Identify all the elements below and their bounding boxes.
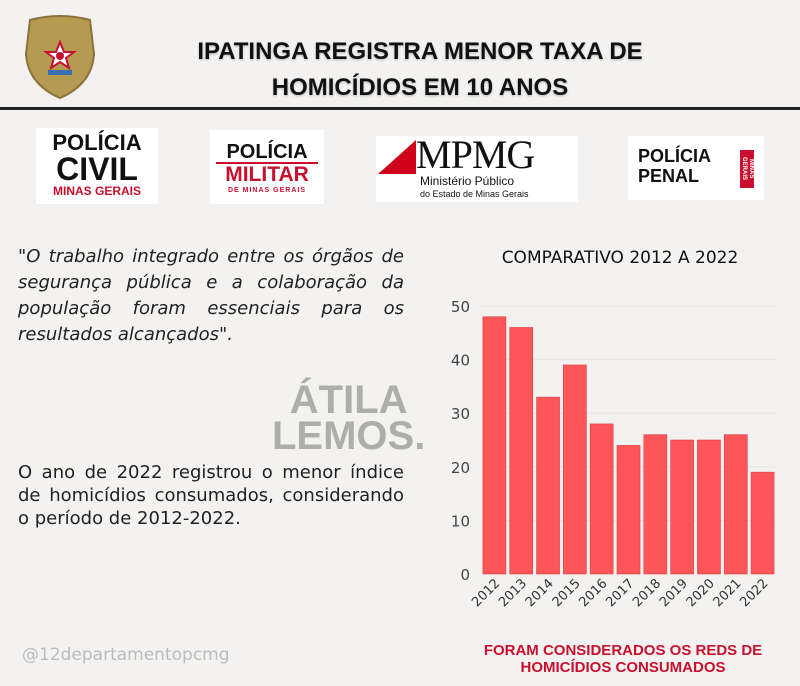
social-handle: @12departamentopcmg (22, 645, 230, 665)
bar-2020 (697, 439, 721, 575)
logo-text: MILITAR (225, 163, 309, 186)
x-tick-label: 2020 (684, 576, 718, 610)
logo-text: do Estado de Minas Gerais (420, 189, 529, 199)
y-tick-label: 10 (451, 512, 470, 530)
bar-2014 (536, 396, 560, 575)
mpmg-logo: MPMG Ministério Público do Estado de Min… (376, 132, 578, 202)
bar-2012 (482, 316, 507, 575)
x-tick-label: 2015 (550, 576, 584, 610)
watermark-text: LEMOS. (272, 414, 426, 458)
y-tick-label: 40 (451, 352, 470, 370)
y-tick-label: 20 (451, 459, 470, 477)
logo-text: POLÍCIA (216, 142, 318, 164)
x-tick-label: 2016 (577, 576, 611, 610)
chart-title: COMPARATIVO 2012 A 2022 (501, 248, 739, 268)
logo-text: POLÍCIA (52, 130, 142, 155)
logo-text: POLÍCIA (638, 146, 712, 166)
y-tick-label: 50 (451, 298, 470, 316)
policia-militar-logo: POLÍCIA MILITAR DE MINAS GERAIS (210, 130, 324, 204)
bar-chart: 0102030405020122013201420152016201720182… (451, 298, 776, 610)
x-tick-label: 2013 (496, 576, 530, 610)
bar-2017 (616, 445, 641, 575)
x-tick-label: 2019 (657, 576, 691, 610)
bar-2021 (723, 434, 748, 575)
x-tick-label: 2017 (603, 576, 637, 610)
x-tick-label: 2014 (523, 576, 557, 610)
logo-text: MINAS GERAIS (52, 184, 141, 198)
logo-text: CIVIL (56, 151, 138, 187)
page-title: IPATINGA REGISTRA MENOR TAXA DE HOMICÍDI… (197, 38, 643, 101)
bar-2016 (589, 423, 614, 575)
bar-2022 (750, 471, 775, 575)
quote-text: "O trabalho integrado entre os órgãos de… (18, 246, 404, 345)
watermark: ÁTILA LEMOS. (272, 378, 426, 458)
bar-2018 (643, 434, 668, 575)
mpmg-triangle-icon (378, 140, 416, 174)
footnote: FORAM CONSIDERADOS OS REDS DE HOMICÍDIOS… (483, 642, 763, 676)
policia-civil-badge-logo (24, 15, 96, 100)
x-tick-label: 2018 (630, 576, 664, 610)
bar-2013 (509, 327, 534, 575)
summary-text: O ano de 2022 registrou o menor índice d… (18, 462, 404, 529)
logo-text: MPMG (416, 132, 535, 177)
y-tick-label: 30 (451, 405, 470, 423)
bar-2019 (670, 439, 694, 575)
logo-text: Ministério Público (420, 174, 515, 188)
x-tick-label: 2012 (469, 576, 503, 610)
policia-penal-logo: POLÍCIA PENAL MINAS GERAIS (628, 136, 764, 200)
logo-text: PENAL (638, 166, 700, 186)
bar-2015 (563, 364, 587, 575)
y-tick-label: 0 (460, 566, 470, 584)
divider (0, 107, 800, 110)
watermark-text: ÁTILA (289, 378, 408, 422)
logo-text: MINAS GERAIS (740, 150, 754, 188)
logo-text: DE MINAS GERAIS (227, 187, 306, 194)
x-tick-label: 2022 (737, 576, 771, 610)
x-tick-label: 2021 (711, 576, 745, 610)
policia-civil-logo: POLÍCIA CIVIL MINAS GERAIS (36, 128, 158, 204)
